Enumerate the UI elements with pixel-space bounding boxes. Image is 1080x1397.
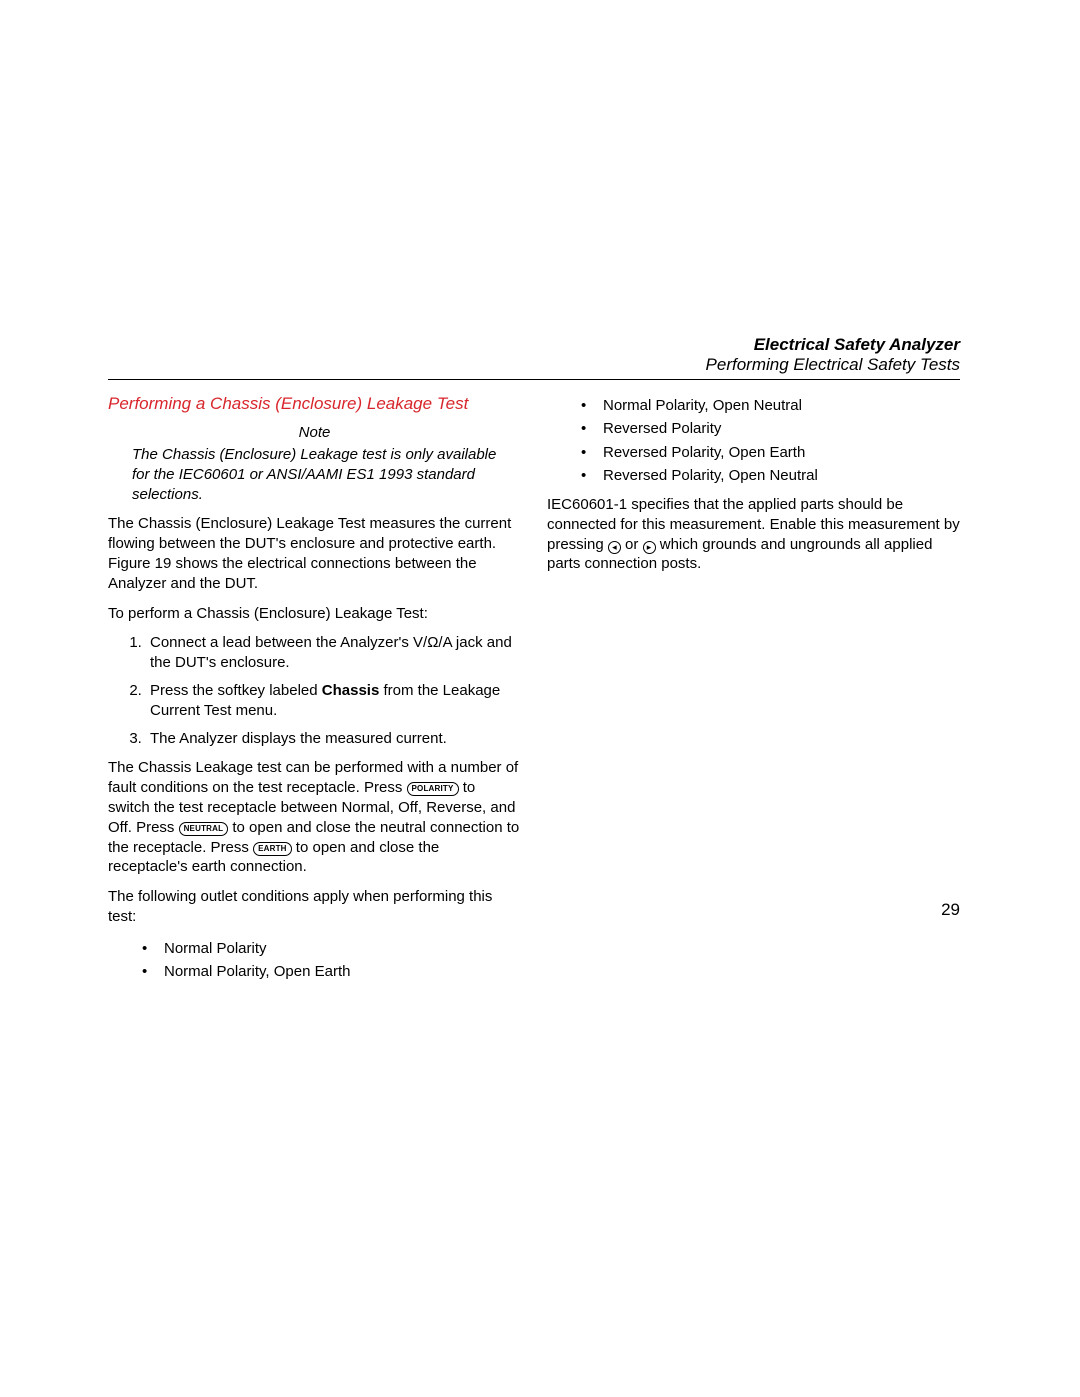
polarity-key-icon: POLARITY bbox=[407, 782, 459, 796]
running-header: Electrical Safety Analyzer Performing El… bbox=[108, 335, 960, 375]
iec-or: or bbox=[621, 536, 643, 553]
step-3: The Analyzer displays the measured curre… bbox=[146, 729, 521, 749]
doc-subtitle: Performing Electrical Safety Tests bbox=[108, 355, 960, 375]
fault-paragraph: The Chassis Leakage test can be performe… bbox=[108, 758, 521, 877]
left-column: Performing a Chassis (Enclosure) Leakage… bbox=[108, 394, 521, 983]
page-number: 29 bbox=[941, 900, 960, 920]
right-arrow-key-icon: ▸ bbox=[643, 541, 656, 554]
list-item: Reversed Polarity bbox=[603, 417, 960, 440]
doc-title: Electrical Safety Analyzer bbox=[108, 335, 960, 355]
list-item: Normal Polarity bbox=[164, 937, 521, 960]
iec-paragraph: IEC60601-1 specifies that the applied pa… bbox=[547, 495, 960, 574]
earth-key-icon: EARTH bbox=[253, 842, 292, 856]
perform-lead-in: To perform a Chassis (Enclosure) Leakage… bbox=[108, 604, 521, 624]
list-item: Normal Polarity, Open Neutral bbox=[603, 394, 960, 417]
intro-paragraph: The Chassis (Enclosure) Leakage Test mea… bbox=[108, 514, 521, 593]
note-label: Note bbox=[108, 424, 521, 441]
list-item: Normal Polarity, Open Earth bbox=[164, 960, 521, 983]
left-arrow-key-icon: ◂ bbox=[608, 541, 621, 554]
step-2-bold: Chassis bbox=[322, 682, 380, 699]
step-2: Press the softkey labeled Chassis from t… bbox=[146, 681, 521, 721]
neutral-key-icon: NEUTRAL bbox=[179, 822, 229, 836]
page: Electrical Safety Analyzer Performing El… bbox=[0, 0, 1080, 1397]
note-body: The Chassis (Enclosure) Leakage test is … bbox=[132, 445, 513, 504]
conditions-list-left: Normal Polarity Normal Polarity, Open Ea… bbox=[108, 937, 521, 984]
right-column: Normal Polarity, Open Neutral Reversed P… bbox=[547, 394, 960, 983]
list-item: Reversed Polarity, Open Earth bbox=[603, 441, 960, 464]
steps-list: Connect a lead between the Analyzer's V/… bbox=[108, 633, 521, 748]
header-rule bbox=[108, 379, 960, 380]
step-1: Connect a lead between the Analyzer's V/… bbox=[146, 633, 521, 673]
list-item: Reversed Polarity, Open Neutral bbox=[603, 464, 960, 487]
conditions-list-right: Normal Polarity, Open Neutral Reversed P… bbox=[547, 394, 960, 487]
section-heading: Performing a Chassis (Enclosure) Leakage… bbox=[108, 394, 521, 414]
two-column-body: Performing a Chassis (Enclosure) Leakage… bbox=[108, 394, 960, 983]
conditions-lead-in: The following outlet conditions apply wh… bbox=[108, 887, 521, 927]
step-2-pre: Press the softkey labeled bbox=[150, 682, 322, 699]
